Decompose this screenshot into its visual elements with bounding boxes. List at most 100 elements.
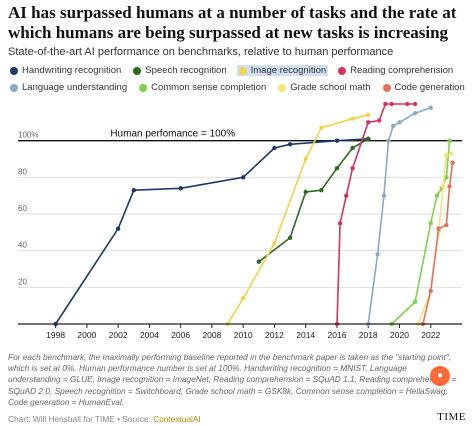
grid-lines (18, 176, 462, 288)
data-point (350, 116, 355, 121)
data-point (366, 112, 371, 118)
legend-row-2: Language understanding Common sense comp… (8, 79, 470, 96)
series-2 (225, 112, 371, 327)
data-point (428, 105, 433, 110)
data-point (434, 193, 440, 198)
methodology-note: For each benchmark, the maximally perfor… (8, 352, 457, 407)
x-tick-label: 2006 (171, 330, 190, 338)
data-point (241, 175, 246, 180)
data-point (334, 166, 340, 171)
legend-item-code: Code generation (381, 82, 467, 93)
series-line (336, 103, 416, 325)
legend-row-1: Handwriting recognition Speech recogniti… (8, 62, 470, 79)
data-point (441, 184, 446, 189)
series-7 (420, 160, 455, 327)
legend-swatch (10, 66, 18, 75)
line-chart: 20 40 60 80 100% 1998 2000 2002 2004 2006 2008 201… (18, 101, 462, 338)
series-3 (334, 101, 418, 327)
data-point (319, 125, 324, 130)
data-point (444, 153, 449, 158)
data-point (444, 175, 449, 180)
x-tick-label: 2020 (390, 330, 409, 338)
series-5 (389, 138, 452, 327)
human-performance-line: Human perfomance = 100% (18, 129, 462, 142)
y-tick-label: 80 (18, 167, 27, 176)
series-line (367, 106, 431, 325)
x-axis-ticks: 1998 2000 2002 2004 2006 2008 2010 2012 2014 2016… (46, 324, 440, 338)
data-point (412, 101, 418, 107)
data-point (444, 222, 449, 228)
data-point (389, 101, 394, 107)
data-point (386, 138, 391, 143)
data-point (428, 221, 433, 226)
data-point (391, 123, 396, 129)
data-point (334, 138, 340, 143)
data-point (256, 259, 261, 264)
legend-item-speech: Speech recognition (131, 65, 228, 76)
time-logo: TIME (437, 411, 466, 423)
series-line (391, 140, 451, 325)
y-tick-label: 20 (18, 277, 27, 286)
chart-subtitle: State-of-the-art AI performance on bench… (8, 46, 394, 58)
data-point (272, 241, 277, 246)
x-tick-label: 2000 (77, 330, 96, 338)
series-4 (366, 105, 433, 327)
data-point (412, 111, 418, 116)
data-point (450, 160, 455, 165)
x-tick-label: 2008 (202, 330, 221, 338)
series-line (226, 114, 369, 325)
credit-text: Chart: Will Henshall for TIME • Source: (8, 414, 154, 424)
source-link[interactable]: ContextualAI (153, 414, 201, 424)
chart-title: AI has surpassed humans at a number of t… (8, 3, 457, 42)
legend-label: Code generation (394, 82, 465, 93)
data-point (381, 193, 387, 198)
legend: Handwriting recognition Speech recogniti… (8, 62, 470, 96)
y-axis-ticks: 20 40 60 80 100% (18, 131, 38, 287)
legend-swatch (382, 83, 391, 92)
data-point (447, 138, 452, 143)
reference-line-label: Human perfomance = 100% (110, 129, 235, 140)
legend-swatch (238, 66, 247, 75)
legend-label: Common sense completion (151, 82, 267, 93)
data-point (337, 221, 343, 226)
legend-swatch (133, 66, 142, 75)
series-lines (53, 101, 455, 327)
legend-item-math: Grade school math (276, 82, 372, 93)
legend-swatch (139, 83, 148, 92)
data-point (350, 166, 355, 171)
data-point (272, 145, 277, 151)
legend-swatch (338, 66, 347, 75)
x-tick-label: 2010 (234, 330, 253, 338)
legend-swatch (10, 83, 18, 92)
data-point (178, 186, 183, 191)
reddit-alien-icon: ● (430, 366, 450, 386)
y-tick-label: 60 (18, 204, 27, 213)
x-tick-label: 2004 (140, 330, 159, 338)
legend-label: Handwriting recognition (22, 65, 122, 76)
data-point (366, 120, 371, 125)
data-point (287, 142, 293, 147)
data-point (344, 193, 349, 198)
legend-item-language: Language understanding (8, 82, 129, 93)
data-point (287, 235, 293, 240)
legend-label: Reading comprehension (350, 65, 454, 76)
data-point (412, 299, 418, 305)
data-point (375, 252, 380, 257)
x-tick-label: 2016 (328, 330, 347, 338)
data-point (448, 151, 454, 156)
data-point (436, 226, 441, 231)
data-point (303, 189, 308, 195)
y-tick-label: 40 (18, 241, 27, 250)
legend-label: Language understanding (22, 82, 128, 93)
legend-label: Grade school math (290, 82, 371, 93)
series-0 (53, 136, 371, 327)
data-point (405, 101, 410, 107)
data-point (350, 145, 355, 151)
legend-swatch (278, 83, 287, 92)
data-point (115, 226, 121, 231)
legend-item-reading: Reading comprehension (336, 65, 455, 76)
series-1 (256, 136, 371, 264)
data-point (397, 120, 402, 125)
legend-item-image: Image recognition (236, 65, 329, 76)
x-tick-label: 2022 (421, 330, 440, 338)
